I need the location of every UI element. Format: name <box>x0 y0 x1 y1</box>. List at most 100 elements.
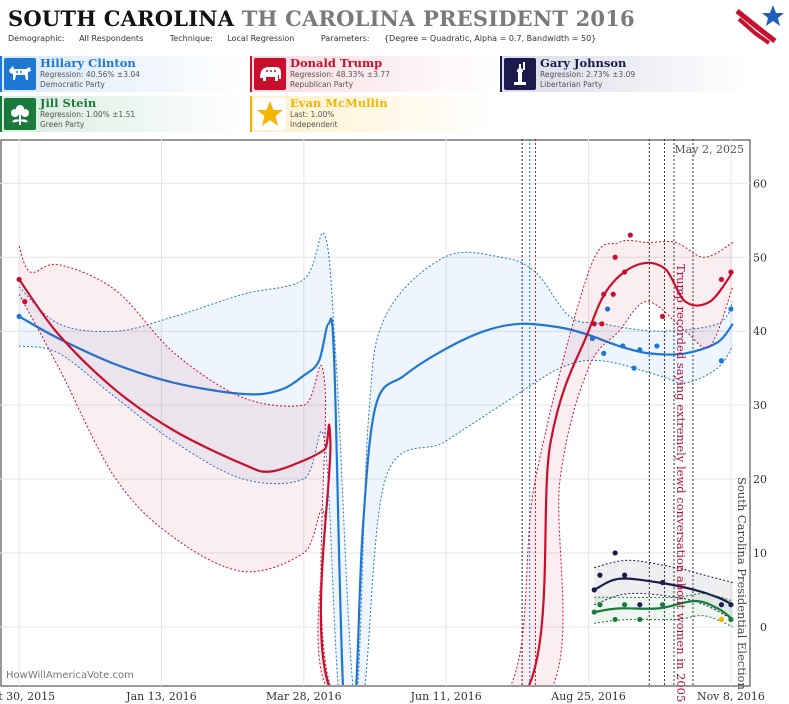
header: SOUTH CAROLINA TH CAROLINA PRESIDENT 201… <box>0 0 789 50</box>
candidate-card-johnson[interactable]: Gary Johnson Regression: 2.73% ±3.09 Lib… <box>500 56 748 92</box>
x-tick-label: Nov 8, 2016 <box>697 690 765 703</box>
donald-trump-poll-point <box>591 321 597 327</box>
hillary-clinton-poll-point <box>718 358 725 364</box>
star-icon <box>254 98 286 130</box>
gary-johnson-poll-point <box>718 602 725 608</box>
hillary-clinton-confidence-band <box>19 232 733 685</box>
annotation-text: Trump recorded saying extremely lewd con… <box>674 264 688 702</box>
candidate-regression: Regression: 48.33% ±3.77 <box>290 70 390 79</box>
donald-trump-poll-point <box>728 269 734 275</box>
x-tick-label: Oct 30, 2015 <box>0 690 55 703</box>
x-tick-label: Aug 25, 2016 <box>550 690 626 703</box>
hillary-clinton-poll-point <box>654 343 660 349</box>
y-tick-label: 40 <box>753 325 767 338</box>
parameters-value: {Degree = Quadratic, Alpha = 0.7, Bandwi… <box>383 34 597 43</box>
candidate-party: Libertarian Party <box>540 80 603 89</box>
poll-chart: Oct 30, 2015 Jan 13, 2016 Mar 28, 2016 Jun … <box>0 139 789 704</box>
candidate-regression: Regression: 40.56% ±3.04 <box>40 70 140 79</box>
jill-stein-poll-point <box>728 616 734 623</box>
candidate-regression: Regression: 2.73% ±3.09 <box>540 70 636 79</box>
date-label: May 2, 2025 <box>674 143 744 156</box>
donald-trump-poll-point <box>718 276 725 283</box>
parameters-line: Demographic: All Respondents Technique: … <box>8 34 620 43</box>
y-tick-label: 60 <box>753 177 767 190</box>
hillary-clinton-poll-point <box>604 306 611 312</box>
donald-trump-regression-line <box>18 261 734 685</box>
candidate-card-clinton[interactable]: Hillary Clinton Regression: 40.56% ±3.04… <box>0 56 248 92</box>
technique-label: Technique: <box>169 34 213 43</box>
hillary-clinton-poll-point <box>601 350 607 356</box>
jill-stein-poll-point <box>612 616 618 623</box>
candidate-party: Independent <box>290 120 338 129</box>
flower-icon <box>4 98 36 130</box>
elephant-icon <box>254 58 286 90</box>
plot-frame <box>0 139 751 687</box>
candidate-party: Republican Party <box>290 80 354 89</box>
hillary-clinton-poll-point <box>589 335 595 342</box>
demographic-value: All Respondents <box>79 34 144 43</box>
flag-star-logo-icon[interactable] <box>735 3 785 47</box>
donald-trump-poll-point <box>622 269 628 275</box>
jill-stein-poll-point <box>591 609 597 615</box>
hillary-clinton-poll-point <box>631 365 637 371</box>
donald-trump-poll-point <box>659 313 666 320</box>
x-tick-label: Jun 11, 2016 <box>410 690 482 703</box>
x-tick-label: Jan 13, 2016 <box>125 690 197 703</box>
donald-trump-lower-bound <box>18 286 734 685</box>
candidate-cards: Hillary Clinton Regression: 40.56% ±3.04… <box>0 56 789 134</box>
x-tick-label: Mar 28, 2016 <box>266 690 342 703</box>
donald-trump-poll-point <box>627 232 633 238</box>
jill-stein-poll-point <box>597 602 603 608</box>
hillary-clinton-poll-point <box>16 313 22 320</box>
candidate-name: Evan McMullin <box>290 96 388 110</box>
parameters-label: Parameters: <box>320 34 370 43</box>
jill-stein-regression-line <box>594 599 734 621</box>
statue-of-liberty-icon <box>504 58 536 90</box>
gary-johnson-poll-point <box>637 602 643 608</box>
gary-johnson-poll-point <box>597 572 603 578</box>
donkey-icon <box>4 58 36 90</box>
donald-trump-poll-point <box>610 291 616 297</box>
hillary-clinton-regression-line <box>18 315 734 685</box>
jill-stein-upper-bound <box>594 593 733 602</box>
title-state: SOUTH CAROLINA <box>8 6 235 31</box>
evan-mcmullin-poll-point <box>718 616 725 623</box>
jill-stein-poll-point <box>659 602 666 608</box>
gary-johnson-confidence-band <box>594 560 733 620</box>
candidate-party: Green Party <box>40 120 85 129</box>
gary-johnson-regression-line <box>593 577 734 606</box>
title-rest: TH CAROLINA PRESIDENT 2016 <box>241 6 635 31</box>
candidate-party: Democratic Party <box>40 80 105 89</box>
candidate-regression: Last: 1.00% <box>290 110 335 119</box>
gary-johnson-poll-point <box>728 602 734 608</box>
hillary-clinton-poll-point <box>620 343 626 349</box>
jill-stein-lower-bound <box>594 615 733 628</box>
jill-stein-poll-point <box>637 616 643 623</box>
jill-stein-poll-point <box>622 602 628 608</box>
annotation-text: South Carolina Presidential Election <box>735 477 749 690</box>
candidate-card-trump[interactable]: Donald Trump Regression: 48.33% ±3.77 Re… <box>250 56 498 92</box>
gary-johnson-poll-point <box>659 579 666 586</box>
donald-trump-confidence-band <box>19 240 733 685</box>
candidate-name: Gary Johnson <box>540 56 627 70</box>
hillary-clinton-poll-point <box>637 347 643 353</box>
y-tick-label: 20 <box>753 473 767 486</box>
series-layer <box>16 232 734 685</box>
y-tick-label: 30 <box>753 399 767 412</box>
candidate-name: Hillary Clinton <box>40 56 136 70</box>
watermark: HowWillAmericaVote.com <box>6 670 134 681</box>
page-title: SOUTH CAROLINA TH CAROLINA PRESIDENT 201… <box>8 6 635 31</box>
y-tick-label: 50 <box>753 251 767 264</box>
candidate-name: Jill Stein <box>40 96 97 110</box>
y-tick-label: 10 <box>753 547 767 560</box>
donald-trump-poll-point <box>599 321 605 327</box>
candidate-name: Donald Trump <box>290 56 383 70</box>
donald-trump-poll-point <box>601 291 607 297</box>
hillary-clinton-poll-point <box>728 306 734 312</box>
candidate-card-mcmullin[interactable]: Evan McMullin Last: 1.00% Independent <box>250 96 498 132</box>
candidate-card-stein[interactable]: Jill Stein Regression: 1.00% ±1.51 Green… <box>0 96 248 132</box>
gary-johnson-poll-point <box>622 572 628 578</box>
y-tick-label: 0 <box>760 621 767 634</box>
donald-trump-poll-point <box>612 254 618 260</box>
donald-trump-poll-point <box>16 276 22 283</box>
